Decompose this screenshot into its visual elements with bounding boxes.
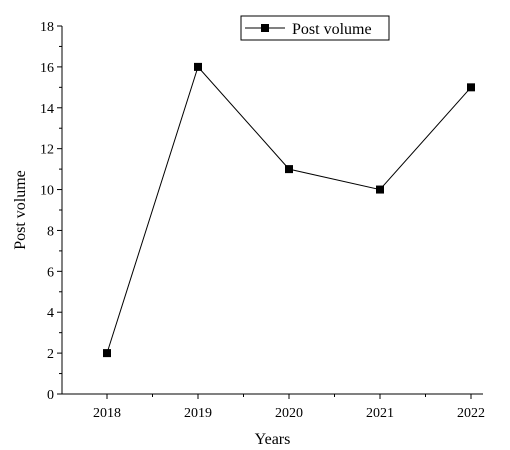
data-point-marker: [376, 185, 384, 194]
y-tick-label: 8: [47, 224, 54, 239]
x-tick-label: 2022: [457, 406, 485, 421]
y-tick-label: 4: [47, 306, 54, 321]
data-point-marker: [103, 349, 111, 358]
x-tick-label: 2019: [184, 406, 212, 421]
y-tick-label: 10: [40, 184, 54, 199]
axes: [61, 26, 483, 395]
x-tick-label: 2020: [275, 406, 303, 421]
y-tick-label: 12: [40, 143, 54, 158]
y-tick-label: 0: [47, 388, 54, 403]
y-tick-label: 6: [47, 265, 54, 280]
y-tick-label: 16: [40, 61, 54, 76]
legend-square-marker-icon: [261, 24, 269, 32]
series-line: [106, 65, 472, 354]
y-tick-label: 2: [47, 347, 54, 362]
x-tick-label: 2018: [93, 406, 121, 421]
x-ticks: 2018 2019 2020 2021 2022: [93, 394, 485, 421]
y-axis-label: Post volume: [12, 170, 29, 250]
data-point-marker: [194, 62, 202, 71]
y-tick-label: 14: [40, 102, 54, 117]
legend: Post volume: [240, 15, 390, 41]
x-tick-label: 2021: [366, 406, 394, 421]
series: [103, 62, 475, 358]
y-ticks: 0 2 4 6 8 10 12 14 16 18: [40, 20, 62, 403]
x-axis-label: Years: [255, 431, 291, 448]
y-tick-label: 18: [40, 20, 54, 35]
data-point-marker: [467, 83, 475, 92]
data-point-marker: [285, 165, 293, 174]
legend-label: Post volume: [292, 21, 372, 38]
